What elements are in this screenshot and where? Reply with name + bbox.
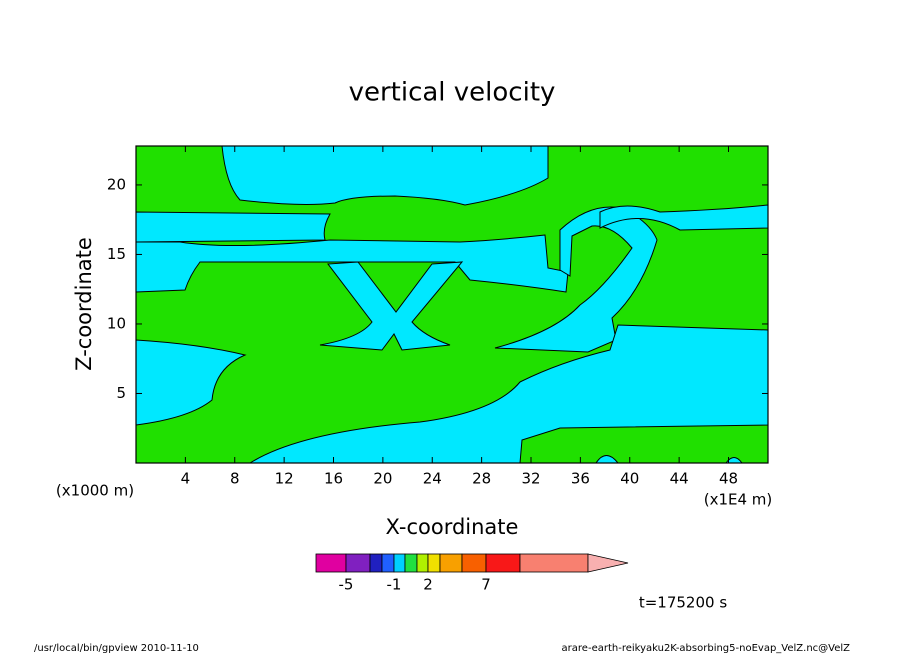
contour-region <box>136 211 331 243</box>
x-tick-label: 12 <box>275 470 294 488</box>
x-tick-label: 24 <box>423 470 442 488</box>
contour-region <box>221 146 549 206</box>
colorbar-box <box>315 553 347 573</box>
footer-left: /usr/local/bin/gpview 2010-11-10 <box>34 643 199 654</box>
colorbar-box <box>404 553 418 573</box>
colorbar-box <box>393 553 406 573</box>
contour-region <box>599 204 768 231</box>
colorbar-box <box>369 553 383 573</box>
colorbar-box <box>416 553 429 573</box>
contour-regions <box>136 146 768 463</box>
colorbar-box <box>519 553 589 573</box>
x-unit: (x1E4 m) <box>704 491 773 509</box>
x-tick-label: 8 <box>230 470 240 488</box>
footer-right: arare-earth-reikyaku2K-absorbing5-noEvap… <box>562 643 851 654</box>
contour-region <box>249 324 768 463</box>
contour-region <box>319 261 464 351</box>
colorbar-arrow <box>587 553 629 573</box>
x-axis-label: X-coordinate <box>386 515 519 539</box>
x-tick-label: 4 <box>181 470 191 488</box>
x-tick-label: 44 <box>670 470 689 488</box>
x-tick-label: 36 <box>571 470 590 488</box>
plot-frame <box>135 145 769 464</box>
y-axis-label: Z-coordinate <box>72 237 96 371</box>
x-tick-label: 16 <box>324 470 343 488</box>
colorbar-tick-label: 7 <box>481 576 491 594</box>
y-tick-label: 15 <box>107 245 126 263</box>
colorbar-box <box>427 553 441 573</box>
x-tick-label: 32 <box>521 470 540 488</box>
x-tick-label: 48 <box>719 470 738 488</box>
contour-region <box>136 339 247 426</box>
x-tick-label: 28 <box>472 470 491 488</box>
colorbar-tick-label: 2 <box>423 576 433 594</box>
y-unit: (x1000 m) <box>56 482 134 500</box>
colorbar-box <box>381 553 395 573</box>
y-tick-label: 20 <box>107 175 126 193</box>
colorbar-box <box>461 553 487 573</box>
colorbar-tick-label: -5 <box>339 576 354 594</box>
x-tick-label: 20 <box>373 470 392 488</box>
colorbar-tick-label: -1 <box>387 576 402 594</box>
chart-title: vertical velocity <box>349 78 556 108</box>
colorbar-box <box>485 553 521 573</box>
y-tick-label: 5 <box>116 384 126 402</box>
colorbar-box <box>345 553 371 573</box>
contour-region <box>136 234 569 293</box>
colorbar-box <box>439 553 463 573</box>
time-label: t=175200 s <box>639 594 727 612</box>
y-tick-label: 10 <box>107 314 126 332</box>
x-tick-label: 40 <box>620 470 639 488</box>
